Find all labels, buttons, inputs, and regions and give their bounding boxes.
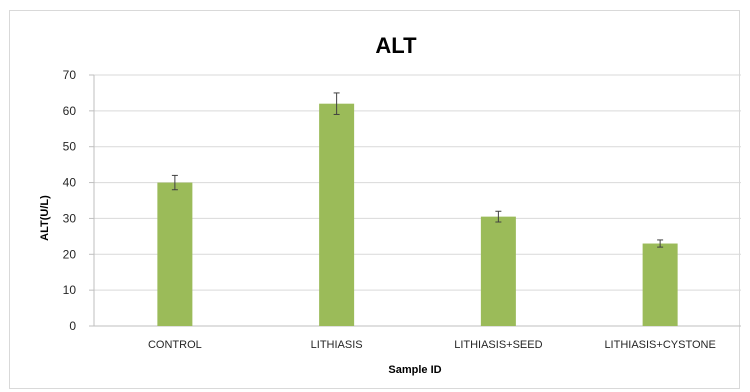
y-tick-label-20: 20 bbox=[63, 247, 77, 261]
bar-lithiasis bbox=[319, 103, 355, 326]
y-tick-label-0: 0 bbox=[69, 319, 76, 333]
y-tick-label-10: 10 bbox=[63, 283, 77, 297]
axes bbox=[89, 74, 741, 327]
y-axis-title: ALT(U/L) bbox=[39, 195, 51, 241]
bars bbox=[157, 103, 678, 326]
y-tick-label-70: 70 bbox=[63, 68, 77, 82]
bar-lithiasis-cystone bbox=[642, 243, 678, 326]
y-tick-label-60: 60 bbox=[63, 104, 77, 118]
alt-bar-chart: ALT 0 10 20 30 40 50 60 70 CONTROL LITHIASIS LITH… bbox=[39, 33, 741, 376]
bar-control bbox=[157, 182, 193, 326]
gridlines bbox=[94, 74, 741, 291]
chart-title: ALT bbox=[375, 33, 417, 58]
x-category-label-2: LITHIASIS+SEED bbox=[454, 339, 542, 351]
error-bars bbox=[171, 92, 664, 248]
bar-lithiasis-seed bbox=[480, 216, 516, 326]
x-category-label-0: CONTROL bbox=[148, 339, 202, 351]
chart-frame: ALT 0 10 20 30 40 50 60 70 CONTROL LITHIASIS LITH… bbox=[9, 10, 741, 389]
y-tick-label-50: 50 bbox=[63, 140, 77, 154]
x-category-label-1: LITHIASIS bbox=[311, 339, 363, 351]
y-tick-label-40: 40 bbox=[63, 176, 77, 190]
x-category-labels: CONTROL LITHIASIS LITHIASIS+SEED LITHIASIS+… bbox=[148, 339, 716, 351]
x-axis-title: Sample ID bbox=[388, 364, 441, 376]
y-tick-label-30: 30 bbox=[63, 211, 77, 225]
x-category-label-3: LITHIASIS+CYSTONE bbox=[604, 339, 715, 351]
y-tick-labels: 0 10 20 30 40 50 60 70 bbox=[63, 68, 77, 333]
